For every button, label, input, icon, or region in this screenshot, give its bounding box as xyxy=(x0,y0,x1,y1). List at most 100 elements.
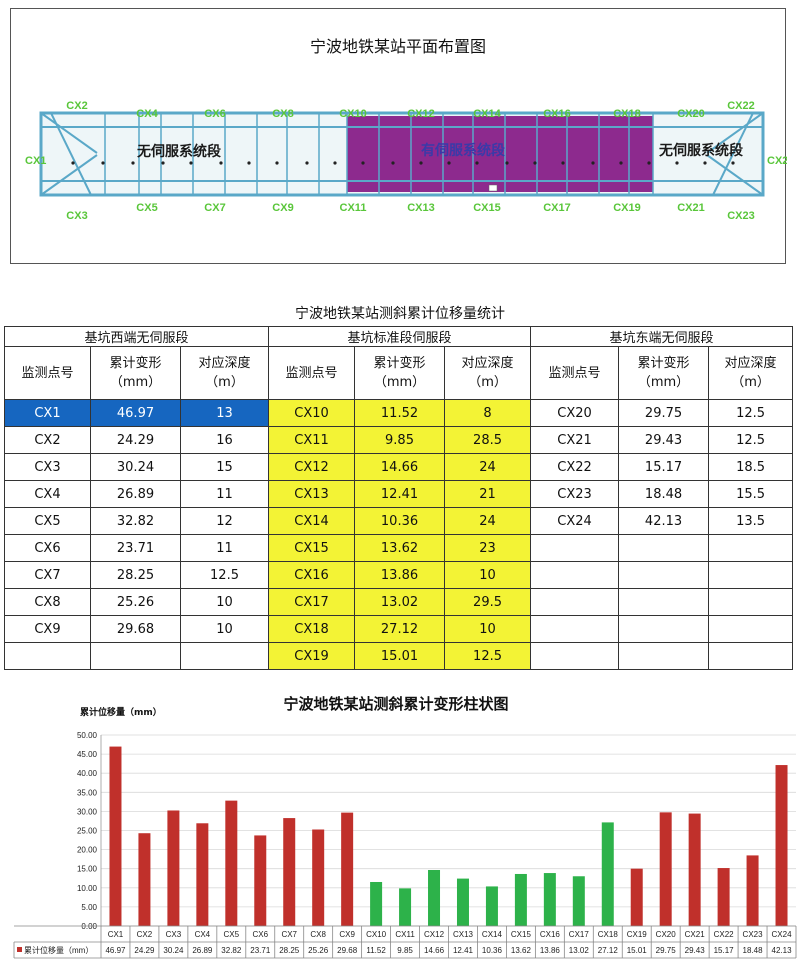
diagonal-brace xyxy=(40,112,98,154)
table-cell: 23.71 xyxy=(90,534,181,562)
monitor-dot xyxy=(275,161,279,165)
table-cell: CX6 xyxy=(4,534,91,562)
x-tick-label: CX6 xyxy=(252,930,268,939)
x-tick-label: CX7 xyxy=(281,930,297,939)
bar-CX3 xyxy=(167,810,180,926)
data-label: 11.52 xyxy=(366,946,386,955)
data-label: 14.66 xyxy=(424,946,445,955)
table-title: 宁波地铁某站测斜累计位移量统计 xyxy=(295,306,505,322)
data-label: 9.85 xyxy=(397,946,413,955)
diagonal-brace xyxy=(40,154,98,196)
table-cell: 8 xyxy=(444,399,532,427)
data-label: 13.02 xyxy=(569,946,590,955)
x-tick-label: CX23 xyxy=(743,930,764,939)
table-row: CX19 15.01 12.5 xyxy=(4,642,794,670)
x-tick-label: CX19 xyxy=(627,930,648,939)
monitor-dot xyxy=(391,161,395,165)
x-tick-label: CX4 xyxy=(195,930,211,939)
point-label: CX2 xyxy=(66,100,87,112)
table-row: CX5 32.82 12 CX14 10.36 24 CX24 42.13 13.5 xyxy=(4,507,794,535)
table-cell: 29.75 xyxy=(618,399,710,427)
point-label: CX22 xyxy=(727,100,755,112)
table-cell: 15 xyxy=(179,453,270,481)
point-label: CX12 xyxy=(407,108,435,120)
y-tick-label: 30.00 xyxy=(77,807,98,816)
table-row: CX6 23.71 11 CX15 13.62 23 xyxy=(4,534,794,562)
table-cell: CX1 xyxy=(4,399,91,427)
x-tick-label: CX20 xyxy=(656,930,677,939)
x-tick-label: CX22 xyxy=(714,930,735,939)
x-tick-label: CX10 xyxy=(366,930,387,939)
segment-label-middle: 有伺服系统段 xyxy=(421,142,505,159)
point-label: CX19 xyxy=(613,202,641,214)
y-tick-label: 45.00 xyxy=(77,750,98,759)
bar-CX11 xyxy=(399,888,412,926)
data-label: 12.41 xyxy=(453,946,474,955)
table-cell: 15.01 xyxy=(354,642,446,670)
data-label: 32.82 xyxy=(221,946,242,955)
monitor-dot xyxy=(475,161,479,165)
table-cell: 14.66 xyxy=(354,453,446,481)
bar-CX14 xyxy=(485,886,498,926)
diagonal-brace xyxy=(712,112,754,196)
monitor-dot xyxy=(619,161,623,165)
monitor-dot xyxy=(161,161,165,165)
y-tick-label: 15.00 xyxy=(77,865,98,874)
data-label: 15.17 xyxy=(714,946,735,955)
table-row: CX2 24.29 16 CX11 9.85 28.5 CX21 29.43 12.5 xyxy=(4,426,794,454)
data-label: 24.29 xyxy=(134,946,155,955)
bar-CX1 xyxy=(109,746,122,926)
table-cell: 42.13 xyxy=(618,507,710,535)
table-cell xyxy=(90,642,181,670)
point-label: CX1 xyxy=(25,155,46,167)
legend-swatch xyxy=(17,947,22,952)
table-cell xyxy=(618,615,710,643)
table-cell: 21 xyxy=(444,480,532,508)
table-row: CX9 29.68 10 CX18 27.12 10 xyxy=(4,615,794,643)
x-tick-label: CX5 xyxy=(224,930,240,939)
table-cell xyxy=(708,561,794,589)
segment-label-east: 无伺服系统段 xyxy=(658,142,743,159)
bar-CX23 xyxy=(746,855,759,926)
table-row: CX8 25.26 10 CX17 13.02 29.5 xyxy=(4,588,794,616)
table-cell: 12.5 xyxy=(708,426,794,454)
data-label: 42.13 xyxy=(772,946,793,955)
monitor-dot xyxy=(189,161,193,165)
data-label: 29.43 xyxy=(685,946,706,955)
bar-CX24 xyxy=(775,765,788,926)
table-cell: 13.86 xyxy=(354,561,446,589)
point-label: CX3 xyxy=(66,210,87,222)
marker xyxy=(488,184,498,192)
monitor-dot xyxy=(675,161,679,165)
x-tick-label: CX11 xyxy=(395,930,415,939)
table-cell: CX7 xyxy=(4,561,91,589)
x-tick-label: CX9 xyxy=(339,930,355,939)
table-row: CX4 26.89 11 CX13 12.41 21 CX23 18.48 15.5 xyxy=(4,480,794,508)
data-label: 15.01 xyxy=(627,946,648,955)
table-cell: 12.5 xyxy=(708,399,794,427)
table-cell: 28.5 xyxy=(444,426,532,454)
group-west: 基坑西端无伺服段 xyxy=(3,326,270,347)
table-cell: 11 xyxy=(179,480,270,508)
point-label: CX20 xyxy=(677,108,705,120)
table-cell: CX3 xyxy=(4,453,91,481)
table-cell: CX16 xyxy=(268,561,356,589)
table-cell xyxy=(708,615,794,643)
table-cell xyxy=(530,534,620,562)
table-cell: 29.5 xyxy=(444,588,532,616)
bar-CX20 xyxy=(659,812,672,926)
stats-table: 基坑西端无伺服段 基坑标准段伺服段 基坑东端无伺服段 监测点号 累计变形 （mm）对… xyxy=(3,326,794,670)
point-label: CX13 xyxy=(407,202,435,214)
table-cell: 28.25 xyxy=(90,561,181,589)
table-cell xyxy=(530,642,620,670)
group-header-row: 基坑西端无伺服段 基坑标准段伺服段 基坑东端无伺服段 xyxy=(3,326,794,347)
monitor-dot xyxy=(561,161,565,165)
bar-CX12 xyxy=(428,869,441,926)
bar-CX5 xyxy=(225,800,238,926)
table-cell: 24 xyxy=(444,507,532,535)
chart-bars xyxy=(109,746,788,926)
table-cell: CX8 xyxy=(4,588,91,616)
x-tick-label: CX17 xyxy=(569,930,590,939)
table-cell: 29.43 xyxy=(618,426,710,454)
table-cell: CX19 xyxy=(268,642,356,670)
